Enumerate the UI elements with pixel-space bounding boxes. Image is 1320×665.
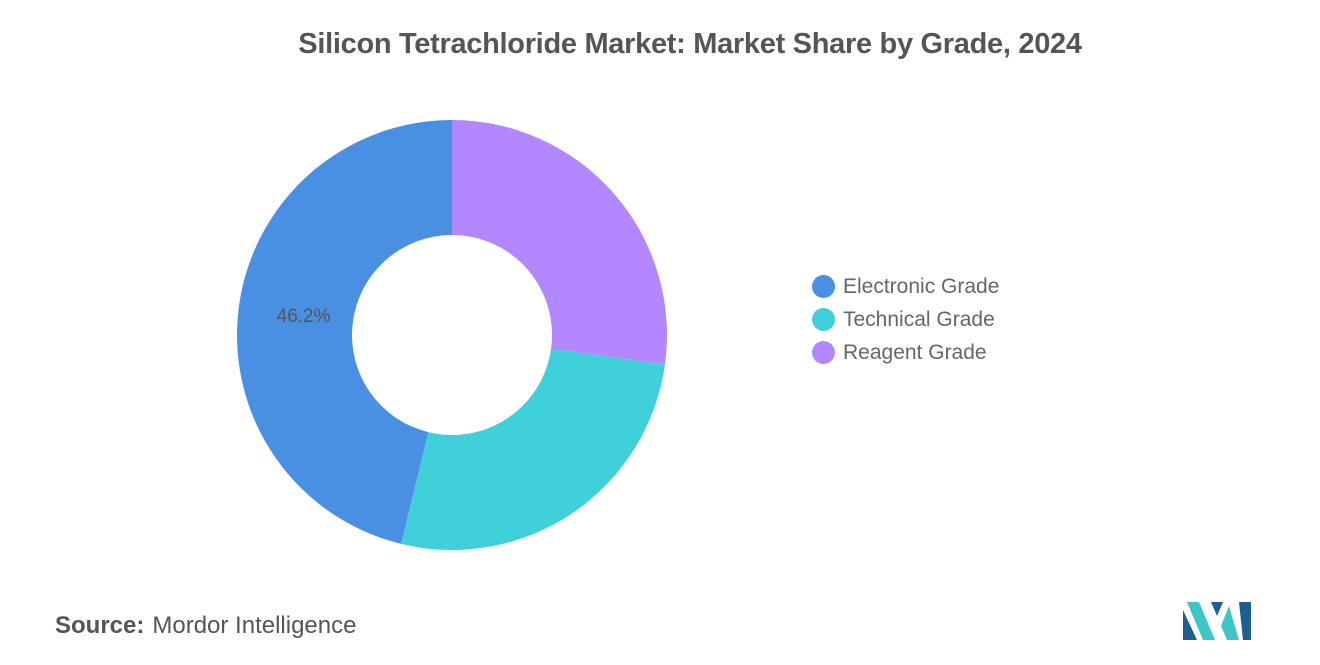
chart-legend: Electronic Grade Technical Grade Reagent… (812, 270, 999, 369)
source-text: Mordor Intelligence (152, 612, 357, 639)
legend-item-technical-grade[interactable]: Technical Grade (812, 303, 999, 336)
donut-labels: 46.2% (277, 306, 331, 327)
legend-swatch-electronic-grade (812, 275, 835, 298)
legend-label-electronic-grade: Electronic Grade (843, 274, 1000, 298)
donut-slice-reagent-grade[interactable] (452, 120, 667, 365)
donut-slice-technical-grade[interactable] (401, 348, 665, 550)
source-attribution: Source: Mordor Intelligence (55, 612, 356, 640)
legend-swatch-reagent-grade (812, 341, 835, 364)
legend-item-reagent-grade[interactable]: Reagent Grade (812, 336, 999, 369)
mordor-intelligence-logo-icon (1183, 602, 1251, 640)
legend-item-electronic-grade[interactable]: Electronic Grade (812, 270, 999, 303)
data-label-electronic-grade: 46.2% (277, 306, 331, 327)
donut-slice-electronic-grade[interactable] (237, 120, 452, 544)
legend-label-reagent-grade: Reagent Grade (843, 340, 987, 364)
legend-swatch-technical-grade (812, 308, 835, 331)
source-label: Source: (55, 612, 145, 639)
donut-slices (237, 120, 667, 550)
chart-title: Silicon Tetrachloride Market: Market Sha… (298, 28, 1082, 60)
legend-label-technical-grade: Technical Grade (843, 307, 995, 331)
